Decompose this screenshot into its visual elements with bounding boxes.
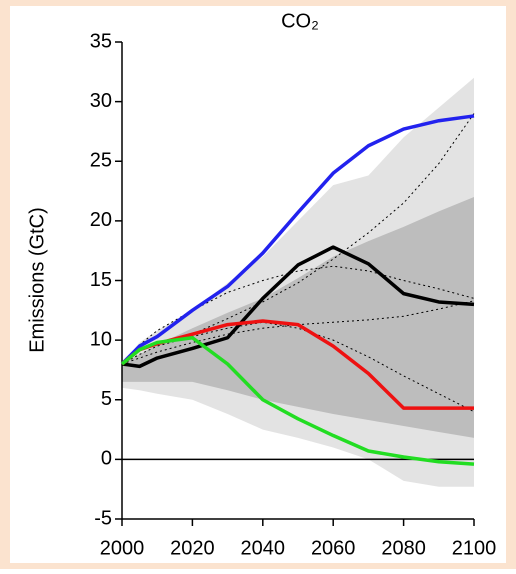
series-line bbox=[121, 113, 475, 365]
x-tick-label: 2100 bbox=[452, 537, 497, 559]
series-line bbox=[121, 321, 475, 413]
series-line bbox=[120, 335, 475, 466]
y-axis-label: Emissions (GtC) bbox=[26, 207, 48, 353]
y-tick-label: 35 bbox=[90, 30, 112, 52]
x-tick-label: 2000 bbox=[100, 537, 145, 559]
x-tick-label: 2040 bbox=[241, 537, 286, 559]
x-tick-label: 2020 bbox=[170, 537, 215, 559]
series-line bbox=[121, 265, 475, 365]
y-tick-label: 15 bbox=[90, 269, 112, 291]
y-tick-label: 0 bbox=[101, 448, 112, 470]
y-tick-label: -5 bbox=[94, 507, 112, 529]
y-tick-label: 20 bbox=[90, 209, 112, 231]
series-line bbox=[121, 245, 475, 369]
y-tick-label: 5 bbox=[101, 388, 112, 410]
band bbox=[122, 197, 474, 438]
y-tick-label: 10 bbox=[90, 328, 112, 350]
chart-title: CO₂ bbox=[281, 10, 319, 32]
y-tick-label: 30 bbox=[90, 90, 112, 112]
series-line bbox=[120, 114, 475, 366]
x-tick-label: 2060 bbox=[311, 537, 356, 559]
x-tick-label: 2080 bbox=[381, 537, 426, 559]
y-tick-label: 25 bbox=[90, 150, 112, 172]
